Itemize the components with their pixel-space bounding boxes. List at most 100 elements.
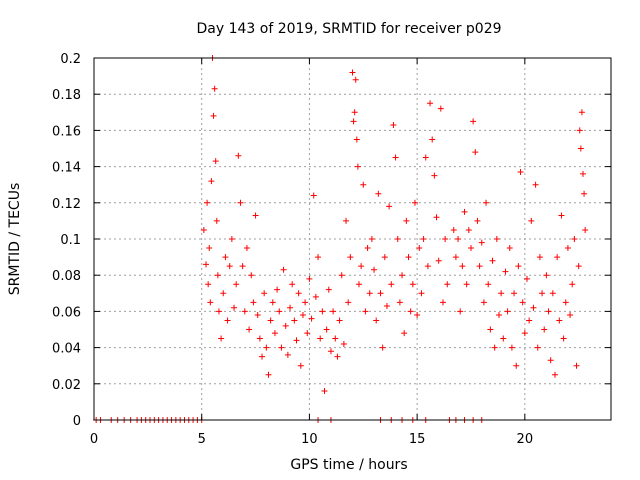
data-point (450, 226, 457, 233)
data-point (319, 308, 326, 315)
data-point (336, 317, 343, 324)
data-point (416, 245, 423, 252)
data-point (284, 351, 291, 358)
data-point (210, 112, 217, 119)
data-point (521, 330, 528, 337)
data-point (325, 286, 332, 293)
data-point (315, 254, 322, 261)
data-point (383, 302, 390, 309)
data-point (250, 299, 257, 306)
data-point (204, 199, 211, 206)
data-point (502, 268, 509, 275)
data-point (271, 330, 278, 337)
data-point (401, 330, 408, 337)
data-point (222, 254, 229, 261)
data-point (396, 299, 403, 306)
data-point (431, 172, 438, 179)
data-point (297, 362, 304, 369)
data-point (573, 362, 580, 369)
data-point (269, 299, 276, 306)
data-point (267, 317, 274, 324)
data-point (317, 335, 324, 342)
data-point (343, 217, 350, 224)
data-point (474, 217, 481, 224)
data-point (394, 236, 401, 242)
data-point (350, 118, 357, 125)
data-point (523, 275, 530, 282)
data-point (556, 317, 563, 324)
data-point (233, 281, 240, 288)
data-point (582, 226, 589, 233)
data-point (200, 226, 207, 233)
data-point (373, 317, 380, 324)
data-point (444, 281, 451, 288)
x-tick-label: 10 (301, 432, 318, 447)
data-point (362, 308, 369, 315)
data-point (375, 190, 382, 197)
data-point (358, 263, 365, 270)
data-point (463, 281, 470, 288)
data-point (308, 315, 315, 322)
data-point (513, 362, 520, 369)
data-point (354, 163, 361, 170)
data-point (352, 76, 359, 83)
x-tick-label: 15 (409, 432, 426, 447)
data-point (545, 308, 552, 315)
data-point (295, 290, 302, 297)
y-tick-label: 0.08 (52, 269, 81, 284)
data-point (407, 308, 414, 315)
data-point (498, 290, 505, 297)
data-point (371, 266, 378, 273)
data-point (360, 181, 367, 188)
data-point (338, 272, 345, 279)
y-tick-label: 0.2 (60, 52, 81, 67)
data-point (530, 304, 537, 311)
data-point (519, 299, 526, 306)
y-tick-label: 0.18 (52, 88, 81, 103)
data-point (571, 236, 578, 242)
data-point (332, 335, 339, 342)
data-point (452, 254, 459, 261)
data-point (567, 312, 574, 319)
x-axis-label: GPS time / hours (290, 457, 407, 473)
data-point (554, 254, 561, 261)
data-point (500, 335, 507, 342)
data-point (539, 290, 546, 297)
data-point (289, 281, 296, 288)
data-point (208, 178, 215, 185)
data-point (280, 266, 287, 273)
axis-ticks: 0 0.02 0.04 0.06 0.08 0.1 0.12 0.14 0.16 0.18 0.2 0… (52, 52, 611, 447)
data-point (422, 154, 429, 161)
data-point (511, 290, 518, 297)
y-tick-label: 0.02 (52, 378, 81, 393)
data-point (241, 308, 248, 315)
data-point (310, 192, 317, 199)
data-point (323, 326, 330, 333)
data-point (355, 281, 362, 288)
data-point (327, 348, 334, 355)
data-point (291, 317, 298, 324)
data-point (287, 304, 294, 311)
data-point (562, 299, 569, 306)
data-point (254, 312, 261, 319)
data-point (392, 154, 399, 161)
data-point (439, 299, 446, 306)
data-point (256, 335, 263, 342)
data-point (304, 330, 311, 337)
y-tick-label: 0.12 (52, 197, 81, 212)
y-tick-label: 0.04 (52, 342, 81, 357)
data-point (237, 199, 244, 206)
data-point (578, 109, 585, 116)
data-point (282, 322, 289, 329)
data-point (248, 272, 255, 279)
data-point (437, 105, 444, 112)
data-point (386, 203, 393, 210)
data-point (534, 344, 541, 351)
data-point (547, 357, 554, 364)
data-point (536, 254, 543, 261)
data-point (526, 317, 533, 324)
data-point (472, 149, 479, 156)
data-point (459, 263, 466, 270)
data-point (278, 344, 285, 351)
data-point (414, 312, 421, 319)
